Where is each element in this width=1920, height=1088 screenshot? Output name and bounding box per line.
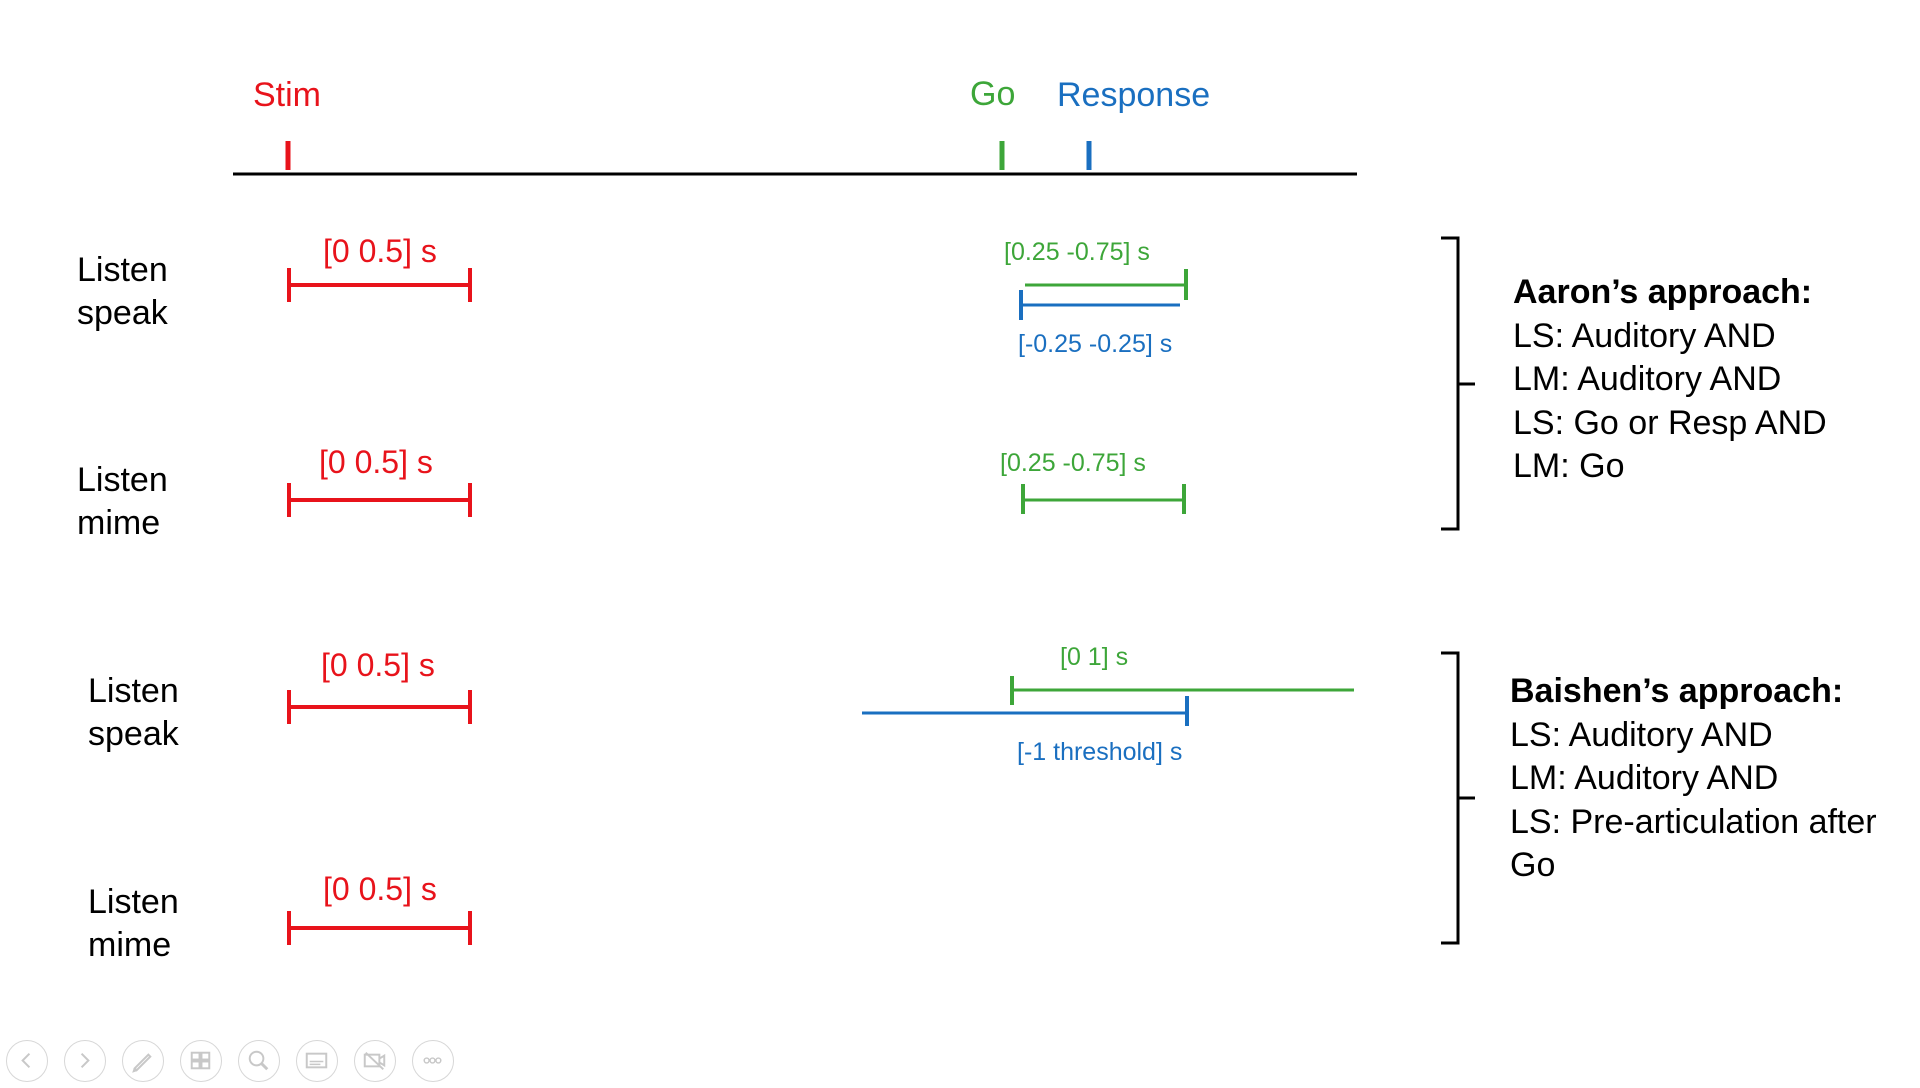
go-window-label-row3: [0 1] s (1060, 643, 1129, 671)
aaron-approach-line4: LM: Go (1513, 447, 1625, 485)
pen-icon (132, 1053, 152, 1073)
stim-window-label-row2: [0 0.5] s (319, 444, 433, 480)
next-icon (80, 1052, 90, 1069)
previous-button[interactable] (6, 1040, 48, 1082)
aaron-approach: Aaron’s approach: LS: Auditory AND LM: A… (1513, 271, 1827, 489)
stim-interval-row3 (287, 690, 472, 724)
more-icon (423, 1057, 442, 1064)
aaron-approach-line2: LM: Auditory AND (1513, 360, 1782, 398)
baishen-approach-line1: LS: Auditory AND (1510, 715, 1773, 754)
row-label-2-line2: mime (77, 504, 161, 542)
aaron-approach-line1: LS: Auditory AND (1513, 316, 1776, 355)
zoom-icon (248, 1050, 269, 1071)
response-label: Response (1057, 76, 1211, 114)
row-label-1: Listen speak (77, 249, 168, 335)
row-label-2-line1: Listen (77, 461, 168, 499)
stim-interval-row4 (287, 911, 472, 945)
pen-button[interactable] (122, 1040, 164, 1082)
go-interval-row3 (1010, 676, 1354, 705)
aaron-approach-title: Aaron’s approach: (1513, 273, 1813, 311)
row-label-4-line2: mime (88, 926, 172, 964)
row-label-4-line1: Listen (88, 883, 179, 921)
stim-label: Stim (253, 76, 321, 114)
go-label: Go (970, 75, 1016, 113)
response-window-label-row3: [-1 threshold] s (1017, 738, 1183, 766)
stim-window-label-row3: [0 0.5] s (321, 647, 435, 683)
stim-window-label-row4: [0 0.5] s (323, 871, 437, 907)
go-interval-row1 (1025, 269, 1188, 300)
row-label-3-line2: speak (88, 715, 179, 753)
stim-interval-row1 (287, 268, 472, 302)
response-interval-row1 (1019, 290, 1180, 320)
camera-off-icon (363, 1051, 386, 1070)
row-label-1-line2: speak (77, 294, 168, 332)
go-window-label-row1: [0.25 -0.75] s (1004, 238, 1150, 266)
go-interval-row2 (1021, 484, 1186, 514)
baishen-approach: Baishen’s approach: LS: Auditory AND LM:… (1510, 670, 1877, 888)
row-label-2: Listen mime (77, 459, 168, 545)
subtitles-icon (305, 1052, 328, 1069)
bracket-baishen (1441, 651, 1475, 945)
previous-icon (21, 1052, 31, 1069)
more-options-button[interactable] (412, 1040, 454, 1082)
camera-button[interactable] (354, 1040, 396, 1082)
response-window-label-row1: [-0.25 -0.25] s (1018, 330, 1173, 358)
aaron-approach-line3: LS: Go or Resp AND (1513, 403, 1827, 442)
bracket-aaron (1441, 236, 1475, 531)
baishen-approach-line2: LM: Auditory AND (1510, 759, 1779, 797)
stim-interval-row2 (287, 483, 472, 517)
row-label-1-line1: Listen (77, 251, 168, 289)
next-button[interactable] (64, 1040, 106, 1082)
stim-window-label-row1: [0 0.5] s (323, 233, 437, 269)
baishen-approach-line4: Go (1510, 846, 1556, 884)
baishen-approach-title: Baishen’s approach: (1510, 672, 1844, 710)
row-label-3: Listen speak (88, 670, 179, 756)
response-interval-row3 (862, 696, 1189, 726)
subtitles-button[interactable] (296, 1040, 338, 1082)
row-label-4: Listen mime (88, 881, 179, 967)
go-window-label-row2: [0.25 -0.75] s (1000, 449, 1146, 477)
slides-icon (190, 1051, 211, 1070)
zoom-button[interactable] (238, 1040, 280, 1082)
baishen-approach-line3: LS: Pre-articulation after (1510, 802, 1877, 841)
row-label-3-line1: Listen (88, 672, 179, 710)
see-all-slides-button[interactable] (180, 1040, 222, 1082)
